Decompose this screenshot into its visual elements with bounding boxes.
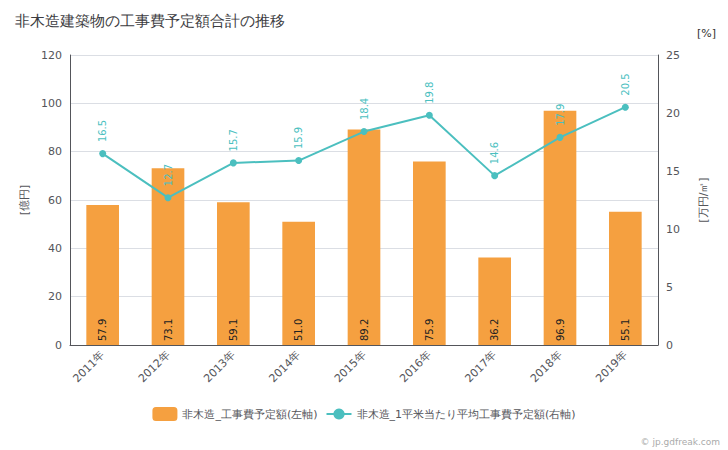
svg-text:0: 0 [55, 339, 62, 352]
svg-text:2016年: 2016年 [397, 348, 434, 385]
svg-text:非木造_1平米当たり平均工事費予定額(右軸): 非木造_1平米当たり平均工事費予定額(右軸) [357, 408, 576, 421]
svg-text:120: 120 [41, 49, 62, 62]
svg-text:15.7: 15.7 [228, 129, 239, 151]
svg-text:5: 5 [666, 281, 673, 294]
svg-text:73.1: 73.1 [163, 319, 174, 341]
svg-text:20: 20 [666, 107, 680, 120]
svg-text:非木造_工事費予定額(左軸): 非木造_工事費予定額(左軸) [182, 408, 317, 421]
svg-text:51.0: 51.0 [293, 319, 304, 341]
svg-text:96.9: 96.9 [555, 319, 566, 341]
svg-text:© jp.gdfreak.com: © jp.gdfreak.com [641, 437, 720, 447]
svg-text:2019年: 2019年 [593, 348, 630, 385]
svg-text:0: 0 [666, 339, 673, 352]
svg-text:17.9: 17.9 [555, 104, 566, 126]
svg-text:[万円/㎡]: [万円/㎡] [697, 177, 710, 222]
svg-text:60: 60 [48, 194, 62, 207]
svg-text:2017年: 2017年 [463, 348, 500, 385]
svg-text:55.1: 55.1 [620, 319, 631, 341]
svg-text:20.5: 20.5 [620, 73, 631, 95]
svg-text:12.7: 12.7 [163, 164, 174, 186]
svg-text:19.8: 19.8 [424, 82, 435, 104]
svg-text:36.2: 36.2 [489, 319, 500, 341]
svg-text:75.9: 75.9 [424, 319, 435, 341]
svg-text:[億円]: [億円] [18, 185, 31, 216]
svg-text:80: 80 [48, 145, 62, 158]
svg-text:10: 10 [666, 223, 680, 236]
svg-text:15: 15 [666, 165, 680, 178]
svg-text:59.1: 59.1 [228, 319, 239, 341]
svg-text:2011年: 2011年 [71, 348, 108, 385]
svg-text:2015年: 2015年 [332, 348, 369, 385]
svg-text:14.6: 14.6 [489, 142, 500, 164]
svg-text:2012年: 2012年 [136, 348, 173, 385]
svg-text:18.4: 18.4 [359, 98, 370, 120]
svg-text:2013年: 2013年 [201, 348, 238, 385]
svg-text:非木造建築物の工事費予定額合計の推移: 非木造建築物の工事費予定額合計の推移 [15, 12, 285, 30]
svg-text:25: 25 [666, 49, 680, 62]
svg-text:2014年: 2014年 [267, 348, 304, 385]
svg-text:16.5: 16.5 [97, 120, 108, 142]
svg-text:57.9: 57.9 [97, 319, 108, 341]
svg-text:2018年: 2018年 [528, 348, 565, 385]
svg-text:40: 40 [48, 242, 62, 255]
svg-text:15.9: 15.9 [293, 127, 304, 149]
svg-text:89.2: 89.2 [359, 319, 370, 341]
svg-text:20: 20 [48, 290, 62, 303]
svg-text:100: 100 [41, 97, 62, 110]
svg-text:[%]: [%] [697, 27, 716, 40]
